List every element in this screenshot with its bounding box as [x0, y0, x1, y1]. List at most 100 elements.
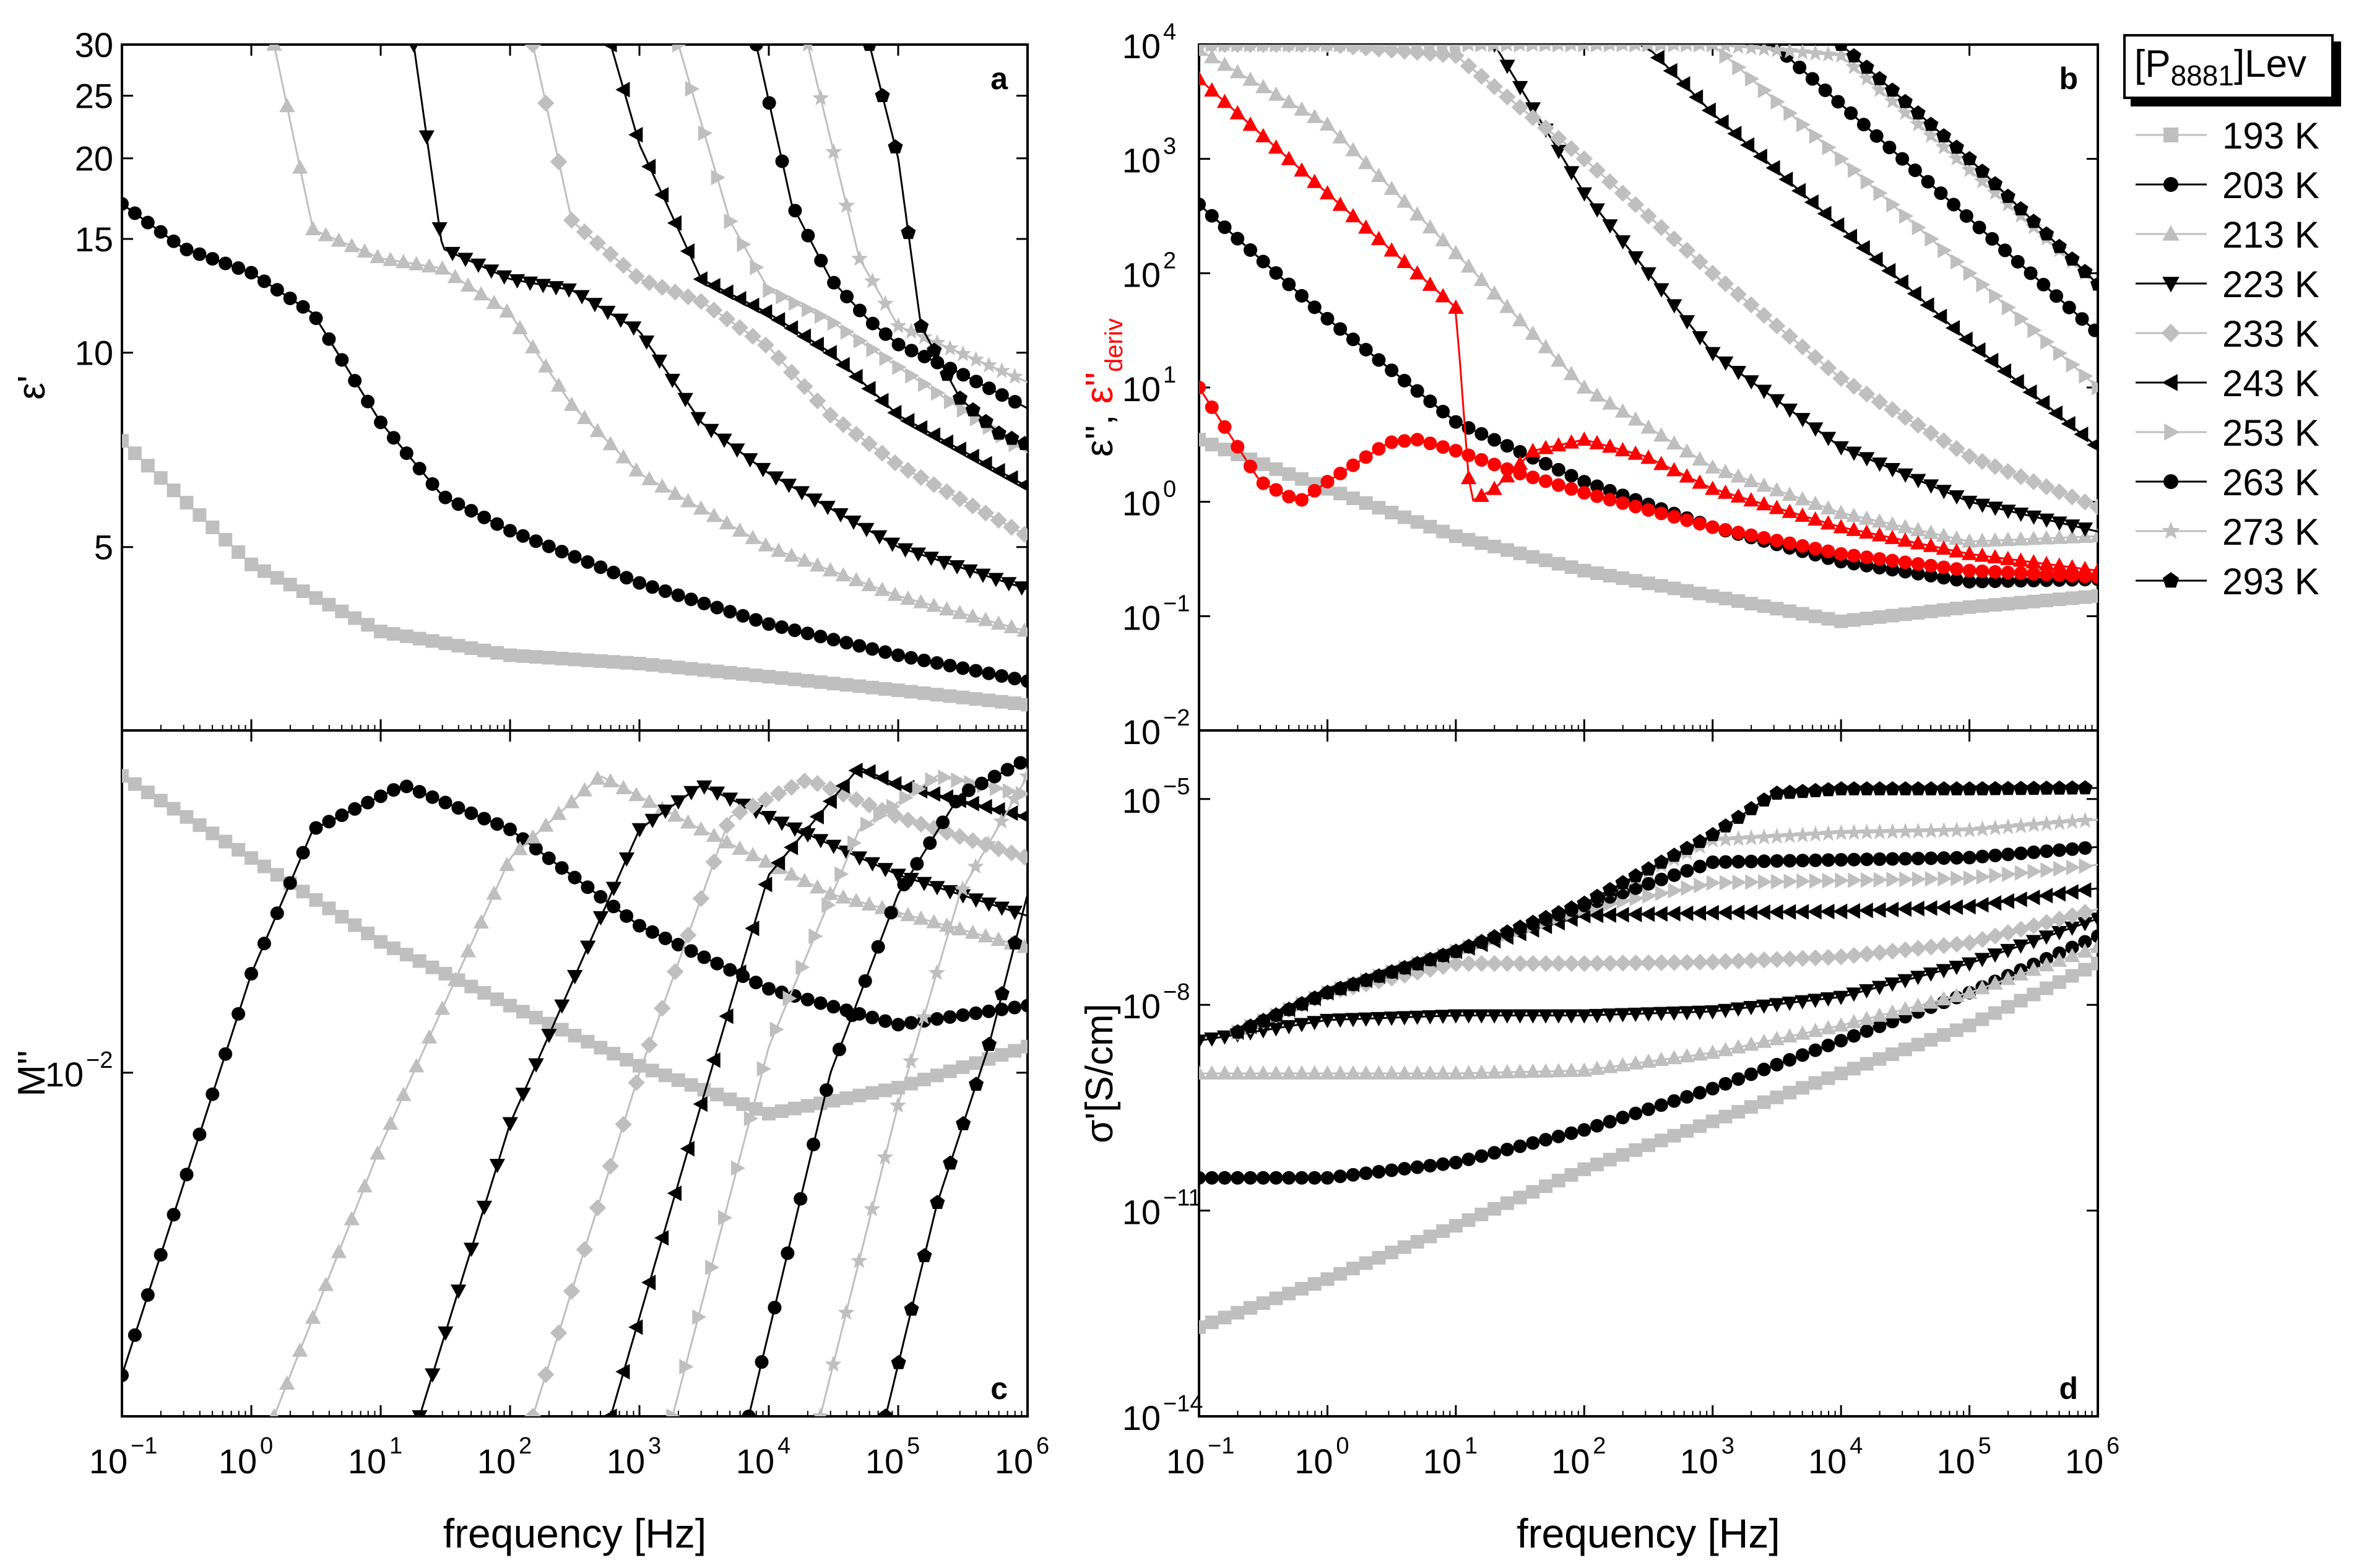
data-point	[923, 552, 940, 566]
data-point	[758, 304, 773, 320]
data-point	[891, 683, 905, 698]
data-point	[361, 618, 375, 632]
data-point	[2051, 925, 2067, 941]
data-point	[431, 222, 448, 237]
data-point	[524, 1408, 542, 1416]
data-point	[755, 1355, 769, 1369]
data-point	[2014, 596, 2028, 610]
data-point	[1204, 1032, 1220, 1047]
series-273-K	[1229, 812, 2098, 1039]
data-point	[864, 1200, 881, 1216]
data-point	[706, 508, 722, 522]
data-point	[1679, 443, 1695, 458]
data-point	[1845, 903, 1860, 919]
series-233-K	[1199, 45, 2098, 516]
data-point	[1833, 1017, 1849, 1032]
data-point	[587, 298, 603, 313]
data-point	[1704, 904, 1719, 921]
data-point	[638, 336, 655, 350]
data-point	[1807, 949, 1824, 967]
data-point	[1858, 823, 1876, 840]
data-point	[550, 805, 567, 820]
y-tick-label: 10	[1122, 713, 1161, 752]
data-point	[1730, 1002, 1746, 1017]
data-point	[1730, 904, 1745, 920]
data-point	[1961, 898, 1976, 915]
data-point	[1345, 207, 1361, 223]
data-point	[1666, 906, 1681, 922]
data-point	[1512, 1063, 1528, 1078]
data-point	[802, 301, 816, 318]
data-point	[1845, 823, 1863, 840]
data-point	[1204, 1065, 1220, 1080]
data-point	[1460, 955, 1478, 972]
data-point	[1846, 446, 1862, 461]
data-point	[318, 1276, 334, 1291]
data-point	[1627, 196, 1645, 214]
data-point	[438, 636, 452, 651]
data-point	[438, 795, 452, 810]
data-point	[1783, 105, 1798, 121]
data-point	[2090, 528, 2098, 543]
data-point	[2051, 886, 2066, 902]
data-point	[1551, 1129, 1565, 1143]
data-point	[865, 316, 880, 331]
data-point	[654, 187, 669, 203]
y-tick-label-exponent: −5	[1163, 774, 1190, 800]
data-point	[425, 960, 439, 974]
data-point	[813, 834, 829, 849]
data-point	[1897, 974, 1913, 989]
data-point	[1757, 1095, 1771, 1109]
data-point	[2025, 510, 2042, 525]
data-point	[2051, 529, 2067, 544]
data-point	[835, 567, 852, 582]
data-point	[1358, 1012, 1374, 1027]
data-point	[1794, 904, 1809, 920]
data-point	[838, 1304, 855, 1320]
data-point	[771, 312, 786, 328]
data-point	[808, 775, 826, 792]
data-point	[1694, 877, 1708, 894]
data-point	[1833, 990, 1849, 1005]
data-point	[2022, 384, 2037, 401]
data-point	[1243, 1301, 1257, 1315]
data-point	[930, 1068, 944, 1083]
panel-c-xlabel: frequency [Hz]	[443, 1510, 707, 1556]
data-point	[769, 1021, 784, 1037]
data-point	[1871, 902, 1886, 918]
data-point	[1333, 466, 1348, 480]
data-point	[1653, 1051, 1669, 1067]
data-point	[812, 1407, 829, 1416]
data-point	[2012, 468, 2030, 485]
data-point	[269, 1408, 279, 1416]
data-point	[1282, 1286, 1296, 1301]
data-point	[1858, 69, 1876, 86]
y-tick-label: 15	[75, 220, 113, 259]
data-point	[1808, 994, 1824, 1008]
data-point	[1397, 1161, 1411, 1176]
data-point	[775, 154, 789, 168]
data-point	[1422, 1010, 1439, 1025]
data-point	[581, 1034, 595, 1049]
data-point	[1848, 872, 1863, 888]
data-point	[1588, 955, 1606, 972]
data-point	[2001, 781, 2015, 795]
data-point	[1499, 468, 1515, 483]
data-point	[1294, 493, 1309, 507]
data-point	[1436, 524, 1450, 539]
data-point	[2087, 438, 2098, 451]
data-point	[1999, 893, 2014, 909]
data-point	[787, 623, 802, 638]
data-point	[808, 392, 826, 410]
data-point	[1717, 1042, 1734, 1057]
data-point	[1604, 45, 1616, 52]
data-point	[969, 1076, 984, 1091]
data-point	[645, 925, 659, 939]
series-273-K	[802, 45, 1028, 384]
data-point	[1831, 95, 1845, 109]
data-point	[1986, 819, 2004, 836]
data-point	[784, 839, 799, 855]
data-point	[749, 976, 763, 990]
data-point	[1577, 895, 1592, 910]
data-point	[1756, 496, 1772, 511]
